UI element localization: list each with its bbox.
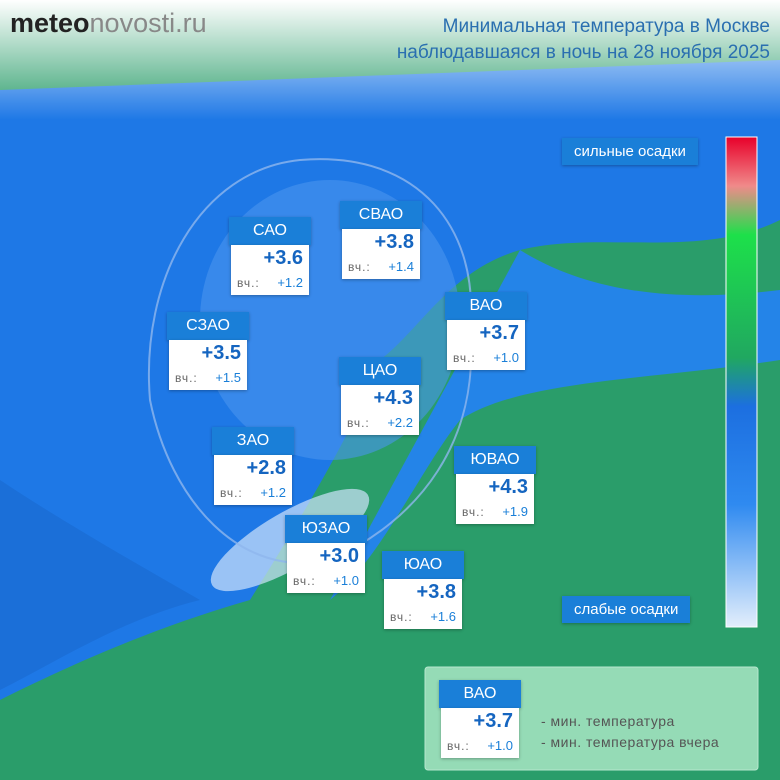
scale-bottom-label: слабые осадки	[562, 596, 691, 623]
yesterday-temp: +1.2	[260, 485, 286, 500]
district-box: ЦАО +4.3 вч.: +2.2	[339, 357, 421, 435]
district-card: +3.7 вч.: +1.0	[441, 708, 519, 758]
yesterday-prefix: вч.:	[453, 351, 476, 365]
district-card: +2.8 вч.: +1.2	[214, 455, 292, 505]
district-name: ЮАО	[382, 551, 464, 579]
district-card: +3.6 вч.: +1.2	[231, 245, 309, 295]
min-temp: +3.8	[374, 231, 414, 253]
logo: meteonovosti.ru	[10, 8, 207, 39]
legend-notes: - мин. температура - мин. температура вч…	[541, 711, 719, 753]
yesterday-temp: +1.0	[493, 350, 519, 365]
yesterday-temp: +1.0	[487, 738, 513, 753]
yesterday-prefix: вч.:	[462, 505, 485, 519]
color-scale	[725, 136, 758, 628]
title: Минимальная температура в Москве наблюда…	[397, 14, 770, 66]
district-card: +3.7 вч.: +1.0	[447, 320, 525, 370]
logo-bold: meteo	[10, 8, 90, 38]
min-temp: +2.8	[246, 457, 286, 479]
min-temp: +3.7	[479, 322, 519, 344]
district-card: +3.8 вч.: +1.6	[384, 579, 462, 629]
min-temp: +3.7	[473, 710, 513, 732]
legend-note: - мин. температура вчера	[541, 734, 720, 750]
precip-area	[330, 250, 780, 600]
yesterday-prefix: вч.:	[347, 416, 370, 430]
yesterday-temp: +1.0	[333, 573, 359, 588]
district-name: ЮЗАО	[285, 515, 367, 543]
district-box: САО +3.6 вч.: +1.2	[229, 217, 311, 295]
precip-area	[0, 480, 200, 690]
min-temp: +3.5	[201, 342, 241, 364]
district-box: ЗАО +2.8 вч.: +1.2	[212, 427, 294, 505]
district-box: ВАО +3.7 вч.: +1.0	[445, 292, 527, 370]
district-box: СВАО +3.8 вч.: +1.4	[340, 201, 422, 279]
title-line: наблюдавшаяся в ночь на 28 ноября 2025	[396, 42, 770, 63]
legend-note: - мин. температура	[541, 713, 675, 729]
district-card: +3.0 вч.: +1.0	[287, 543, 365, 593]
yesterday-temp: +1.9	[502, 504, 528, 519]
yesterday-temp: +2.2	[387, 415, 413, 430]
district-name: ЗАО	[212, 427, 294, 455]
district-name: СЗАО	[167, 312, 249, 340]
district-box: ЮВАО +4.3 вч.: +1.9	[454, 446, 536, 524]
district-box: СЗАО +3.5 вч.: +1.5	[167, 312, 249, 390]
min-temp: +4.3	[488, 476, 528, 498]
district-box: ВАО +3.7 вч.: +1.0	[439, 680, 521, 758]
district-name: САО	[229, 217, 311, 245]
district-name: ВАО	[439, 680, 521, 708]
min-temp: +3.6	[263, 247, 303, 269]
scale-top-label: сильные осадки	[562, 138, 698, 165]
yesterday-temp: +1.4	[388, 259, 414, 274]
yesterday-prefix: вч.:	[390, 610, 413, 624]
logo-rest: novosti.ru	[89, 8, 207, 38]
district-name: ВАО	[445, 292, 527, 320]
title-line: Минимальная температура в Москве	[442, 16, 770, 37]
min-temp: +3.0	[319, 545, 359, 567]
yesterday-prefix: вч.:	[348, 260, 371, 274]
yesterday-prefix: вч.:	[237, 276, 260, 290]
district-card: +3.8 вч.: +1.4	[342, 229, 420, 279]
district-card: +4.3 вч.: +2.2	[341, 385, 419, 435]
yesterday-prefix: вч.:	[220, 486, 243, 500]
district-box: ЮАО +3.8 вч.: +1.6	[382, 551, 464, 629]
min-temp: +3.8	[416, 581, 456, 603]
district-name: ЦАО	[339, 357, 421, 385]
yesterday-temp: +1.2	[277, 275, 303, 290]
precip-area	[0, 60, 780, 700]
district-card: +3.5 вч.: +1.5	[169, 340, 247, 390]
min-temp: +4.3	[373, 387, 413, 409]
district-card: +4.3 вч.: +1.9	[456, 474, 534, 524]
yesterday-temp: +1.5	[215, 370, 241, 385]
district-name: СВАО	[340, 201, 422, 229]
district-name: ЮВАО	[454, 446, 536, 474]
yesterday-prefix: вч.:	[293, 574, 316, 588]
yesterday-prefix: вч.:	[447, 739, 470, 753]
yesterday-temp: +1.6	[430, 609, 456, 624]
yesterday-prefix: вч.:	[175, 371, 198, 385]
district-box: ЮЗАО +3.0 вч.: +1.0	[285, 515, 367, 593]
header-fade	[0, 0, 780, 120]
